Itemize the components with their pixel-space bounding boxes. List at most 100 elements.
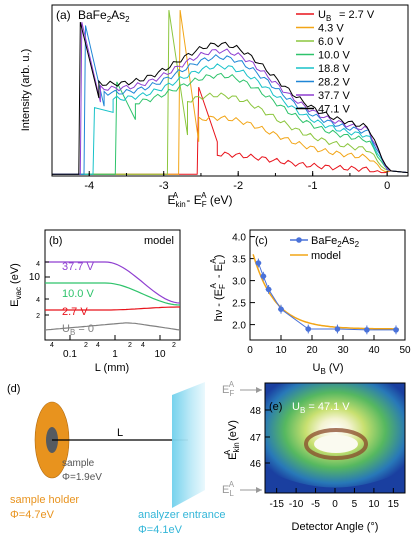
spectrum-1	[52, 10, 409, 175]
e-xtick-3: 0	[332, 499, 338, 510]
legend-data-marker	[296, 237, 302, 243]
spectrum-6	[52, 21, 409, 175]
spectrum-0	[52, 86, 409, 175]
b-xminor-a: 4	[50, 342, 54, 349]
sample-phi: Φ=1.9eV	[62, 472, 102, 483]
panel-a: -4 -3 -2 -1 0 (a) BaFe2As2 Intensity (arb. u…	[20, 4, 409, 209]
legend-label-6: 37.7 V	[318, 90, 350, 102]
panel-b-model: model	[144, 235, 174, 247]
c-data-point-2	[265, 286, 272, 293]
panel-b: (b) model 37.7 V 10.0 V 2.7 V UB = 0 4 1…	[9, 229, 181, 374]
c-data-line	[257, 262, 396, 331]
c-data-point-3	[278, 306, 284, 313]
panel-c-plot: 2.0 2.5 3.0 3.5 4.0 0 10 20 30 40 50	[232, 233, 411, 356]
panel-e-tag: (e)	[269, 401, 282, 413]
b-yminor-2: 2	[36, 313, 40, 320]
a-xtick-3: -1	[308, 180, 318, 192]
curve-label-37: 37.7 V	[62, 261, 94, 273]
panel-d-tag: (d)	[7, 383, 20, 395]
curve-label-10: 10.0 V	[62, 288, 94, 300]
model-curve-0	[45, 261, 181, 304]
e-xtick-6: 15	[388, 499, 400, 510]
c-data-point-7	[393, 327, 399, 333]
panel-a-tag: (a)	[56, 8, 71, 22]
model-curve-2	[45, 306, 180, 311]
legend-data-label: BaFe2As2	[311, 235, 360, 249]
a-xtick-2: -2	[233, 180, 243, 192]
c-xtick-4: 40	[368, 345, 380, 356]
c-xtick-0: 0	[247, 345, 253, 356]
e-xtick-1: -10	[289, 499, 304, 510]
c-ytick-3: 3.5	[232, 255, 246, 266]
panel-a-xticks: -4 -3 -2 -1 0	[51, 171, 390, 192]
panel-c-ylabel: hν - (EFA - ELA)	[209, 255, 227, 322]
b-yminor-4-bot: 4	[36, 297, 40, 304]
spectrum-3	[52, 72, 409, 175]
analyzer-entrance-slab	[172, 382, 205, 508]
c-data-point-1	[260, 273, 267, 280]
legend-model-label: model	[311, 250, 341, 262]
c-data-point-4	[305, 326, 312, 332]
b-xticks: 4 2 4 2 4 2 0.1 1 10	[50, 335, 176, 360]
b-yminor-4-top: 4	[36, 261, 40, 268]
c-data-point-0	[255, 260, 262, 266]
c-model-curve	[252, 254, 399, 330]
e-ytick-47: 47	[250, 433, 262, 444]
e-ytick-46: 46	[250, 459, 262, 470]
panel-e-xlabel: Detector Angle (°)	[292, 521, 379, 533]
c-ytick-4: 4.0	[232, 233, 246, 244]
e-ytick-48: 48	[250, 406, 262, 417]
detector-core	[314, 435, 358, 453]
panel-d: (d) L sample Φ=1.9eV sample holder Φ=4.7…	[7, 382, 225, 536]
curve-label-2-7: 2.7 V	[62, 306, 88, 318]
a-xtick-1: -3	[159, 180, 169, 192]
panel-a-xlabel: EkinA - EFA (eV)	[167, 191, 232, 209]
panel-a-spectra	[52, 10, 409, 175]
b-xtick-0-1: 0.1	[63, 349, 77, 360]
panel-e-ylabel: EkinA (eV)	[223, 420, 241, 460]
model-curve-1	[45, 282, 181, 306]
holder-phi: Φ=4.7eV	[10, 509, 55, 521]
curve-label-zero: UB = 0	[62, 323, 94, 337]
e-xtick-4: 5	[352, 499, 358, 510]
b-xminor-b: 2	[84, 342, 88, 349]
legend-title: UB	[318, 9, 331, 23]
detector-ring	[304, 428, 368, 460]
ef-label: EFA	[222, 380, 235, 398]
panel-c-tag: (c)	[255, 235, 268, 247]
legend-label-7: 47.1 V	[318, 104, 350, 116]
ef-arrowhead	[256, 387, 262, 393]
panel-c: 2.02.53.03.54.00 10 20 30 40 50 (c) BaFe2As2 …	[209, 229, 411, 376]
panel-e-ub: UB = 47.1 V	[292, 401, 350, 415]
spectrum-4	[52, 63, 409, 175]
c-ytick-2: 3.0	[232, 277, 246, 288]
spectrum-5	[52, 25, 409, 175]
c-data-point-6	[364, 327, 370, 333]
legend-label-1: 4.3 V	[318, 23, 344, 35]
spectrum-7	[52, 21, 409, 175]
sample-label: sample	[62, 458, 95, 469]
c-data-point-5	[334, 326, 341, 332]
e-xticks: -15 -10 -5 0 5 10 15	[269, 488, 399, 510]
b-xminor-c: 4	[96, 342, 100, 349]
panel-a-compound: BaFe2As2	[78, 8, 130, 24]
panel-a-frame	[51, 4, 409, 177]
analyzer-phi: Φ=4.1eV	[138, 524, 183, 536]
panel-b-ylabel: Evac (eV)	[9, 263, 23, 307]
panel-e: (e) UB = 47.1 V 48 47 46 EkinA (eV) EFA …	[222, 380, 406, 533]
legend-label-3: 10.0 V	[318, 50, 350, 62]
b-xtick-10: 10	[154, 349, 166, 360]
c-xtick-3: 30	[337, 345, 349, 356]
legend-label-4: 18.8 V	[318, 63, 350, 75]
legend-label-0: = 2.7 V	[339, 9, 375, 21]
a-xtick-0: -4	[84, 180, 94, 192]
b-xminor-e: 4	[141, 342, 145, 349]
panel-b-xlabel: L (mm)	[95, 362, 129, 374]
c-xtick-5: 50	[399, 345, 411, 356]
b-xminor-f: 2	[172, 342, 176, 349]
el-label: ELA	[222, 480, 235, 498]
legend-label-2: 6.0 V	[318, 36, 344, 48]
c-xtick-2: 20	[306, 345, 318, 356]
c-ytick-0: 2.0	[232, 321, 246, 332]
